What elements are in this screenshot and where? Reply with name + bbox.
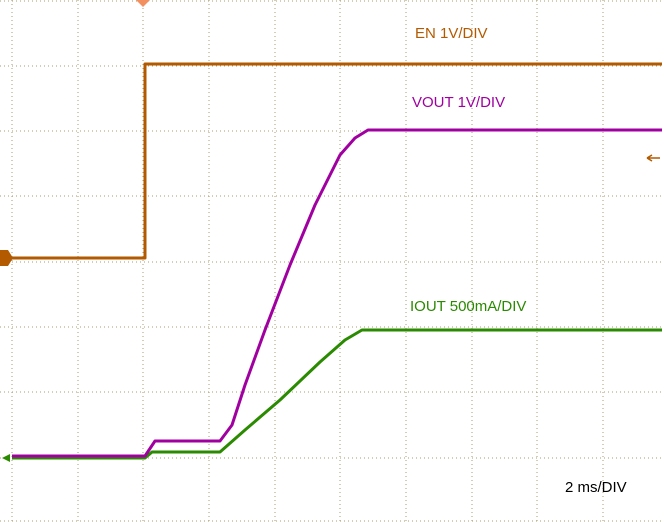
vout-trace bbox=[12, 128, 662, 458]
en-trace bbox=[12, 62, 662, 260]
iout-label: IOUT 500mA/DIV bbox=[410, 298, 526, 315]
trigger-marker bbox=[136, 0, 150, 7]
iout-trace bbox=[12, 328, 662, 460]
en-ground-marker bbox=[0, 250, 13, 266]
trigger-level-marker bbox=[646, 154, 660, 162]
timebase-label: 2 ms/DIV bbox=[565, 479, 627, 496]
ground-marker bbox=[2, 454, 10, 462]
en-label: EN 1V/DIV bbox=[415, 25, 488, 42]
vout-label: VOUT 1V/DIV bbox=[412, 94, 505, 111]
